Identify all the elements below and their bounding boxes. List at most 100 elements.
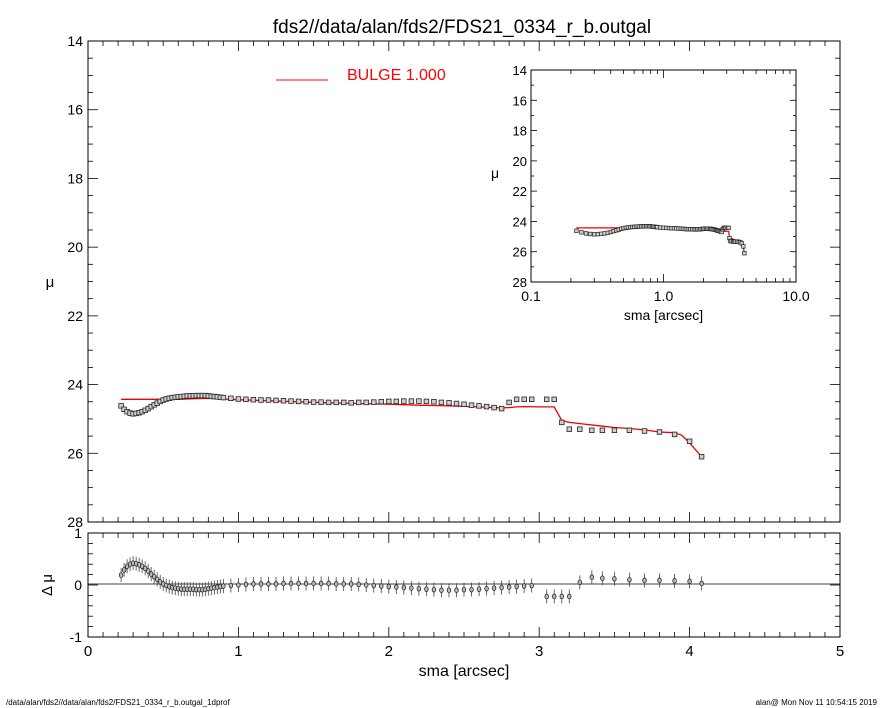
data-point bbox=[273, 397, 279, 404]
main-y-tick-label: 16 bbox=[67, 102, 83, 118]
data-point bbox=[438, 399, 445, 406]
data-point bbox=[348, 400, 354, 406]
residual-y-tick-label: 0 bbox=[74, 577, 82, 593]
residual-marker bbox=[499, 584, 504, 591]
data-point bbox=[476, 403, 482, 409]
residual-marker bbox=[461, 586, 467, 593]
residual-marker bbox=[258, 581, 264, 587]
data-point bbox=[506, 399, 512, 406]
inset-y-tick-label: 26 bbox=[513, 245, 527, 260]
residual-point bbox=[349, 576, 354, 591]
main-y-axis-label: μ bbox=[46, 274, 55, 291]
residual-point bbox=[600, 571, 605, 586]
data-point bbox=[423, 398, 430, 405]
residual-point bbox=[521, 579, 527, 594]
data-point bbox=[513, 396, 520, 402]
data-point bbox=[498, 405, 505, 412]
data-point bbox=[599, 427, 606, 433]
main-y-tick-label: 26 bbox=[67, 445, 83, 461]
residual-marker bbox=[371, 582, 376, 589]
residual-marker bbox=[311, 580, 316, 587]
residual-point bbox=[394, 580, 399, 595]
legend: BULGE 1.000 bbox=[276, 67, 446, 84]
data-point bbox=[401, 398, 407, 404]
residual-point bbox=[431, 582, 437, 597]
residual-x-axis-label: sma [arcsec] bbox=[419, 663, 510, 680]
residual-marker bbox=[484, 585, 489, 592]
residual-marker bbox=[416, 585, 422, 592]
residual-marker bbox=[145, 568, 151, 574]
residual-marker bbox=[281, 580, 286, 587]
inset-y-tick-label: 24 bbox=[513, 214, 527, 229]
residual-marker bbox=[642, 577, 647, 584]
inset-data-point bbox=[595, 231, 601, 237]
residual-marker bbox=[439, 587, 444, 593]
footer-filepath: /data/alan/fds2//data/alan/fds2/FDS21_03… bbox=[6, 698, 230, 707]
residual-point bbox=[236, 578, 241, 592]
residual-marker bbox=[318, 580, 324, 587]
residual-point bbox=[251, 576, 256, 591]
residual-marker bbox=[154, 576, 160, 583]
residual-point bbox=[416, 581, 422, 596]
data-point bbox=[483, 403, 490, 410]
residual-marker bbox=[379, 583, 384, 589]
data-point bbox=[118, 403, 124, 409]
residual-marker bbox=[409, 585, 414, 591]
inset-x-tick-label: 10.0 bbox=[782, 288, 809, 304]
main-panel: 14 16 18 20 22 24 26 28 μ BULGE 1.000 bbox=[46, 33, 841, 530]
data-point bbox=[551, 396, 557, 402]
data-point bbox=[310, 399, 317, 405]
residual-point bbox=[627, 572, 632, 587]
residual-point bbox=[194, 582, 199, 597]
residual-x-tick-label: 4 bbox=[685, 643, 693, 660]
residual-point bbox=[446, 583, 452, 598]
residual-marker bbox=[431, 586, 437, 593]
residual-point bbox=[326, 576, 331, 591]
data-point bbox=[220, 394, 227, 401]
data-point bbox=[698, 453, 705, 460]
residual-point bbox=[529, 578, 534, 593]
inset-data-series bbox=[574, 224, 747, 256]
residual-marker bbox=[559, 593, 564, 600]
residual-point bbox=[228, 578, 234, 593]
residual-point bbox=[461, 582, 467, 597]
data-point bbox=[566, 426, 572, 432]
data-point bbox=[416, 398, 422, 404]
residual-marker bbox=[446, 587, 452, 593]
main-model-series bbox=[121, 397, 703, 458]
residual-marker bbox=[529, 582, 534, 589]
residual-marker bbox=[567, 593, 572, 600]
data-point bbox=[228, 395, 234, 401]
data-point bbox=[378, 398, 384, 405]
footer-timestamp: alan@ Mon Nov 11 10:54:15 2019 bbox=[755, 698, 877, 707]
residual-marker bbox=[687, 578, 692, 585]
inset-ticks: 14 16 18 20 22 24 26 280.1 1.0 10.0 sma [arcsec] μ bbox=[491, 63, 810, 323]
residual-marker bbox=[349, 581, 354, 587]
residual-marker bbox=[424, 586, 429, 592]
residual-point bbox=[672, 573, 677, 588]
residual-data-series bbox=[118, 556, 704, 604]
data-point bbox=[325, 399, 332, 406]
residual-marker bbox=[326, 580, 331, 587]
residual-x-tick-label: 2 bbox=[385, 643, 393, 660]
data-point bbox=[303, 398, 309, 405]
residual-point bbox=[379, 579, 384, 594]
main-y-tick-label: 14 bbox=[67, 33, 83, 49]
data-point bbox=[318, 399, 324, 405]
residual-point bbox=[148, 567, 154, 582]
inset-data-point bbox=[583, 231, 589, 236]
residual-point bbox=[491, 581, 497, 596]
residual-point bbox=[356, 577, 361, 592]
residual-point bbox=[288, 576, 294, 591]
residual-marker bbox=[612, 575, 617, 582]
inset-y-tick-label: 28 bbox=[513, 275, 527, 290]
data-point bbox=[577, 426, 583, 432]
data-point bbox=[461, 401, 467, 407]
residual-point bbox=[657, 573, 662, 588]
inset-frame bbox=[530, 69, 797, 283]
main-y-tick-label: 22 bbox=[67, 308, 83, 324]
residual-marker bbox=[243, 581, 249, 588]
residual-point bbox=[612, 571, 617, 586]
residual-point bbox=[318, 576, 324, 591]
